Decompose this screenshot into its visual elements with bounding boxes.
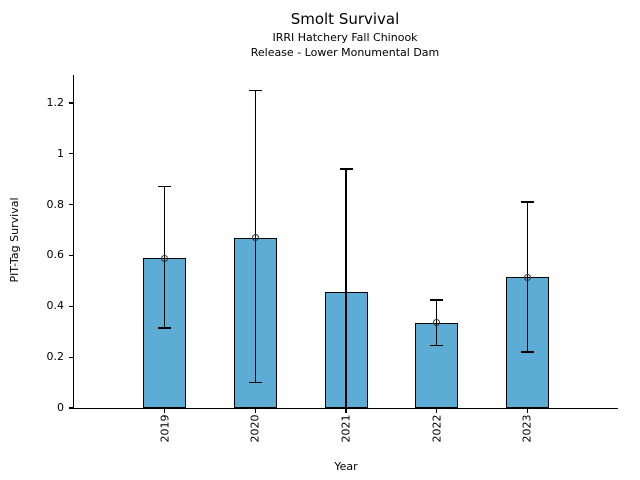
error-bar-cap-high bbox=[339, 168, 353, 170]
y-tick bbox=[69, 407, 73, 409]
y-tick-label: 1.2 bbox=[46, 95, 65, 109]
y-tick-label: 0 bbox=[57, 401, 64, 414]
x-tick-label: 2020 bbox=[248, 414, 262, 443]
x-tick-label: 2019 bbox=[158, 414, 172, 443]
error-bar-cap-high bbox=[430, 299, 444, 301]
x-tick-label: 2022 bbox=[430, 414, 444, 443]
error-bar-cap-high bbox=[248, 89, 262, 91]
point-marker bbox=[433, 319, 441, 327]
title-block: Smolt Survival IRRI Hatchery Fall Chinoo… bbox=[73, 9, 617, 60]
y-tick bbox=[69, 153, 73, 155]
error-bar-cap-high bbox=[158, 186, 172, 188]
y-tick-label: 0.8 bbox=[46, 197, 65, 211]
x-tick bbox=[526, 409, 528, 413]
y-tick bbox=[69, 254, 73, 257]
y-tick bbox=[69, 102, 73, 104]
error-bar-cap-low bbox=[248, 381, 262, 384]
x-axis-label: Year bbox=[334, 460, 358, 473]
x-tick bbox=[345, 409, 347, 413]
y-tick bbox=[69, 204, 73, 206]
chart-subtitle-line1: IRRI Hatchery Fall Chinook bbox=[272, 31, 418, 44]
point-marker bbox=[161, 254, 169, 262]
x-tick bbox=[254, 409, 256, 413]
error-bar-cap-low bbox=[430, 345, 444, 347]
y-axis-label: PIT-Tag Survival bbox=[8, 197, 21, 283]
plot-area: PIT-Tag Survival Year 0 0.2 0.4 0.6 0.8 1 1.2 2… bbox=[8, 75, 618, 473]
x-tick-label: 2021 bbox=[339, 414, 353, 443]
error-bar-cap-low bbox=[158, 327, 172, 329]
y-tick-label: 0.4 bbox=[46, 299, 65, 313]
error-bar-cap-low bbox=[520, 351, 534, 353]
error-bar-line bbox=[345, 169, 347, 408]
point-marker bbox=[251, 234, 259, 242]
y-tick bbox=[69, 305, 73, 307]
y-tick-label: 1 bbox=[57, 146, 64, 160]
chart-title: Smolt Survival bbox=[290, 10, 400, 28]
error-bar-cap-high bbox=[520, 201, 534, 203]
chart-subtitle-line2: Release - Lower Monumental Dam bbox=[250, 46, 440, 59]
x-tick-label: 2023 bbox=[520, 414, 534, 443]
y-tick-label: 0.2 bbox=[46, 350, 65, 364]
y-tick bbox=[69, 356, 73, 358]
x-tick bbox=[164, 409, 166, 413]
x-tick bbox=[436, 409, 438, 413]
point-marker bbox=[523, 273, 531, 281]
y-tick-label: 0.6 bbox=[46, 248, 65, 262]
